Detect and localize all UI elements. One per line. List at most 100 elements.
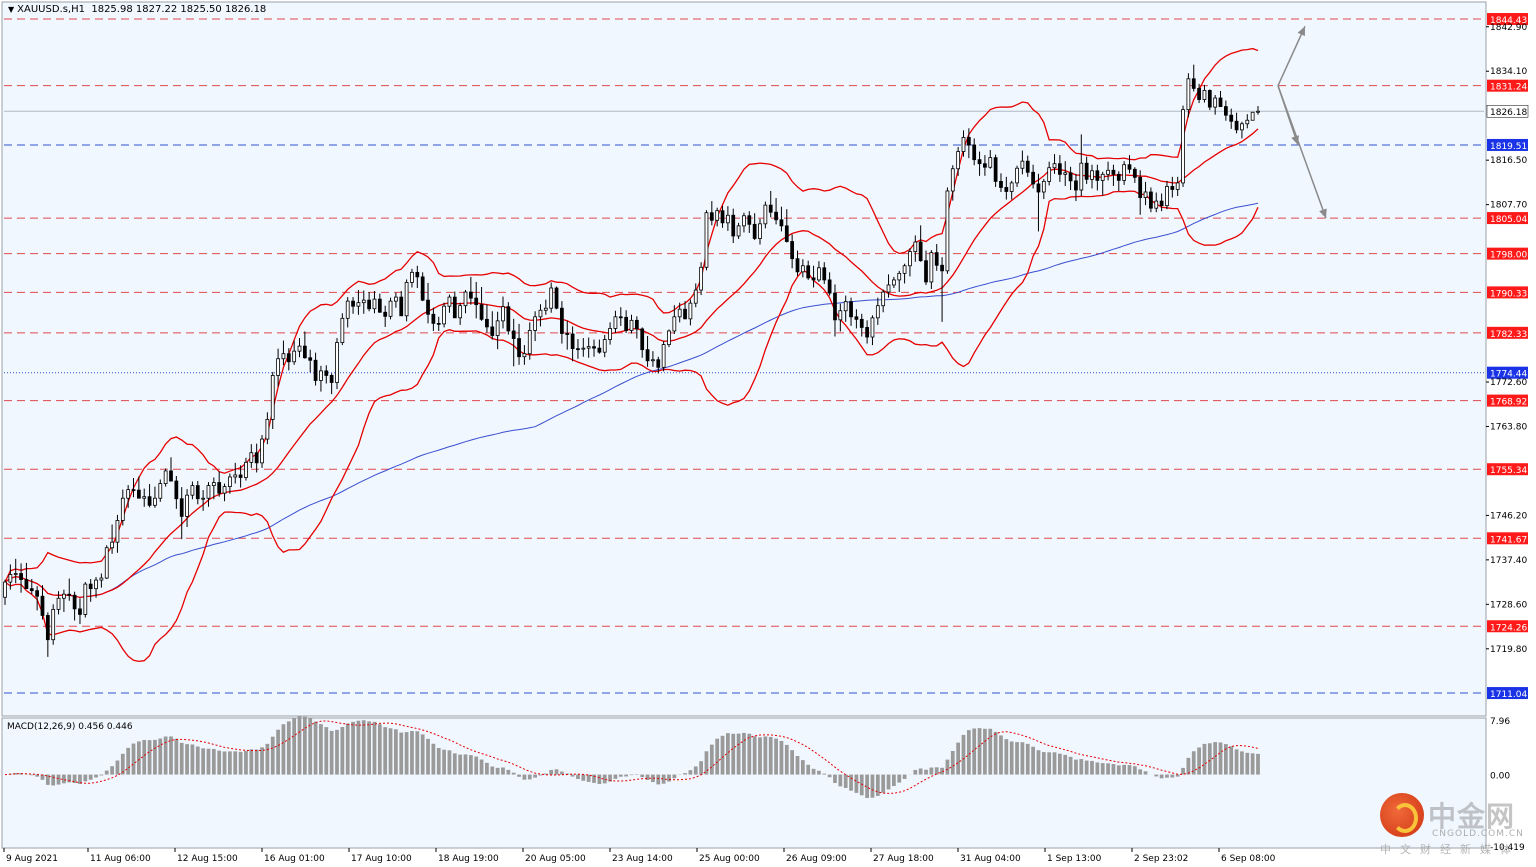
- candle-body: [420, 276, 425, 301]
- candle-body: [811, 277, 816, 281]
- level-label: 1844.43: [1490, 16, 1527, 26]
- candle-body: [313, 359, 318, 381]
- candle-body: [447, 296, 452, 307]
- candle-body: [244, 461, 248, 478]
- candle-body: [747, 215, 752, 225]
- arrow-down-2: [1277, 85, 1327, 219]
- candle-body: [1218, 97, 1223, 107]
- candle-body: [1159, 200, 1164, 207]
- candle-body: [126, 489, 131, 499]
- candle-body: [329, 375, 334, 383]
- candle-body: [768, 204, 773, 213]
- time-tick-label: 17 Aug 10:00: [351, 854, 412, 864]
- candle-body: [538, 309, 543, 318]
- candle-body: [40, 595, 45, 616]
- candle-body: [436, 322, 441, 325]
- candle-body: [88, 583, 93, 590]
- candle-body: [404, 282, 409, 317]
- candle-body: [222, 486, 227, 494]
- candle-body: [517, 338, 521, 358]
- candle-body: [463, 291, 468, 307]
- candle-body: [158, 483, 163, 499]
- candle-body: [961, 137, 966, 152]
- candle-body: [758, 223, 762, 239]
- price-tick-label: 1834.10: [1490, 67, 1527, 77]
- candle-body: [1090, 170, 1094, 180]
- watermark: 中金网 CNGOLD.COM.CN 中文财经新媒体: [1380, 793, 1530, 857]
- candle-body: [1068, 172, 1073, 182]
- candle-body: [29, 588, 34, 592]
- candle-body: [335, 342, 339, 383]
- macd-signal-line: [4, 720, 1259, 794]
- dropdown-triangle-icon[interactable]: ▼: [8, 5, 15, 14]
- time-tick-label: 2 Sep 23:02: [1134, 854, 1188, 864]
- candle-body: [715, 210, 720, 221]
- level-label-box: [1487, 532, 1528, 545]
- candle-body: [993, 157, 998, 182]
- candle-body: [1234, 120, 1239, 131]
- candle-body: [217, 482, 222, 494]
- time-tick-label: 25 Aug 00:00: [699, 854, 760, 864]
- level-label: 1805.04: [1490, 215, 1527, 225]
- time-tick-label: 9 Aug 2021: [6, 854, 58, 864]
- candle-body: [865, 327, 869, 338]
- candle-body: [1025, 160, 1030, 173]
- candle-body: [1058, 163, 1062, 175]
- candle-body: [795, 258, 800, 273]
- price-tick-label: 1772.60: [1490, 378, 1527, 388]
- candle-body: [688, 302, 693, 320]
- level-label-box: [1487, 79, 1528, 92]
- candle-body: [892, 279, 896, 286]
- macd-axis-label: 0.00: [1490, 772, 1510, 782]
- candle-body: [1116, 173, 1121, 181]
- candle-body: [56, 597, 61, 610]
- candle-body: [613, 316, 618, 329]
- candle-body: [1095, 170, 1100, 181]
- price-tick-label: 1728.60: [1490, 600, 1527, 610]
- candle-body: [800, 265, 805, 273]
- candle-body: [736, 225, 741, 237]
- candle-body: [897, 272, 902, 281]
- level-label-box: [1487, 366, 1528, 379]
- moving-average-line: [4, 202, 1259, 598]
- candle-body: [597, 347, 602, 353]
- candle-body: [249, 452, 254, 463]
- level-label: 1831.24: [1490, 83, 1527, 93]
- arrow-down-2-head: [1319, 208, 1327, 219]
- price-tick-label: 1807.70: [1490, 201, 1527, 211]
- candle-body: [1127, 164, 1132, 170]
- level-label: 1798.00: [1490, 251, 1527, 261]
- price-tick-label: 1816.50: [1490, 156, 1527, 166]
- candle-body: [554, 287, 559, 309]
- candle-body: [1106, 169, 1110, 175]
- candle-body: [934, 252, 939, 266]
- candle-body: [731, 214, 736, 237]
- time-tick-label: 18 Aug 19:00: [438, 854, 499, 864]
- level-label-box: [1487, 247, 1528, 260]
- candle-body: [361, 299, 366, 304]
- bollinger-upper-band: [4, 47, 1259, 583]
- watermark-site: CNGOLD.COM.CN: [1432, 829, 1524, 839]
- horizontal-levels: [4, 18, 1484, 694]
- candle-body: [586, 346, 591, 349]
- candle-body: [672, 316, 677, 332]
- candle-body: [645, 349, 650, 362]
- candle-body: [1170, 186, 1175, 190]
- watermark-tagline: 中文财经新媒体: [1380, 843, 1520, 856]
- candle-body: [1111, 169, 1116, 175]
- level-label-box: [1487, 687, 1528, 700]
- candle-body: [99, 577, 104, 581]
- candle-body: [704, 212, 709, 268]
- candle-body: [506, 306, 511, 332]
- macd-axis-label: -10.419: [1490, 843, 1525, 853]
- price-tick-label: 1737.40: [1490, 556, 1527, 566]
- candle-body: [1154, 200, 1159, 209]
- level-label-box: [1487, 394, 1528, 407]
- candle-body: [999, 180, 1003, 188]
- candle-body: [1229, 114, 1234, 122]
- candle-body: [35, 590, 40, 597]
- candle-body: [1132, 168, 1137, 178]
- candle-body: [495, 320, 500, 336]
- time-tick-label: 23 Aug 14:00: [612, 854, 673, 864]
- candle-body: [190, 485, 195, 496]
